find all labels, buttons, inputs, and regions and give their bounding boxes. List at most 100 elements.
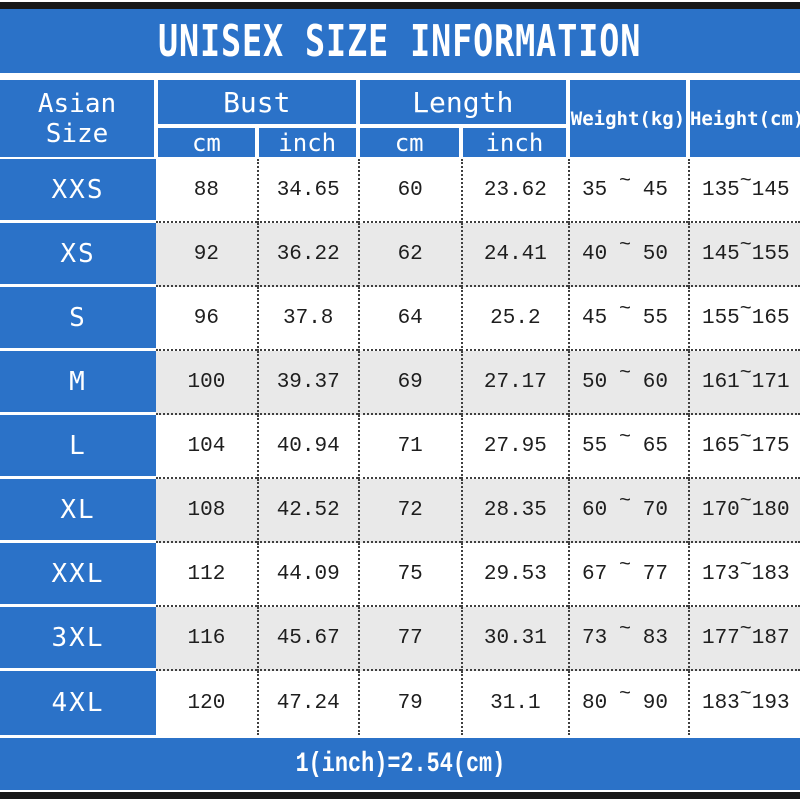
range-max: 83 <box>642 626 668 650</box>
weight-range-cell: 40 ~50 <box>567 223 688 287</box>
range-max: 183 <box>751 562 790 586</box>
tilde-separator: ~ <box>618 361 631 385</box>
height-range-cell: 170 ~180 <box>687 479 800 543</box>
weight-range-cell: 35 ~45 <box>567 159 688 223</box>
height-range-cell: 135 ~145 <box>687 159 800 223</box>
table-row: XL 108 42.52 72 28.35 60 ~70 170 ~180 <box>0 479 800 543</box>
table-row: L 104 40.94 71 27.95 55 ~65 165 ~175 <box>0 415 800 479</box>
weight-range-cell-content: 35 ~45 <box>570 159 688 221</box>
tilde-separator: ~ <box>618 297 631 321</box>
tilde-separator: ~ <box>618 169 631 193</box>
length-inch-cell: 25.2 <box>460 287 568 351</box>
bottom-edge-gap <box>0 790 800 792</box>
size-cell: M <box>0 351 156 415</box>
range-min: 155 <box>701 306 740 330</box>
range-max: 60 <box>642 370 668 394</box>
range-min: 165 <box>701 434 740 458</box>
weight-range-cell-content: 40 ~50 <box>570 223 688 285</box>
footer-divider <box>0 735 800 738</box>
table-row: XXS 88 34.65 60 23.62 35 ~45 135 ~145 <box>0 159 800 223</box>
range-min: 173 <box>701 562 740 586</box>
range-min: 170 <box>701 498 740 522</box>
weight-range-cell-content: 55 ~65 <box>570 415 688 477</box>
bust-inch-cell: 44.09 <box>256 543 358 607</box>
size-cell: XL <box>0 479 156 543</box>
range-min: 73 <box>581 626 608 650</box>
tilde-separator: ~ <box>618 233 631 257</box>
tilde-separator: ~ <box>739 169 752 193</box>
range-min: 35 <box>581 178 608 202</box>
range-min: 55 <box>581 434 608 458</box>
length-cm-cell: 75 <box>357 543 461 607</box>
header-height: Height(cm) <box>687 78 800 159</box>
length-cm-cell: 77 <box>357 607 461 671</box>
height-range-cell: 173 ~183 <box>687 543 800 607</box>
bust-cm-cell: 104 <box>156 415 257 479</box>
height-range-cell-content: 165 ~175 <box>690 415 800 477</box>
tilde-separator: ~ <box>618 682 631 706</box>
height-range-cell-content: 155 ~165 <box>690 287 800 349</box>
range-min: 135 <box>701 178 740 202</box>
height-range-cell-content: 183 ~193 <box>690 671 800 735</box>
range-max: 175 <box>751 434 790 458</box>
range-min: 40 <box>581 242 608 266</box>
length-cm-cell: 64 <box>357 287 461 351</box>
header-bust-inch: inch <box>256 126 358 159</box>
height-range-cell: 155 ~165 <box>687 287 800 351</box>
range-max: 45 <box>642 178 668 202</box>
weight-range-cell-content: 45 ~55 <box>570 287 688 349</box>
height-range-cell: 161 ~171 <box>687 351 800 415</box>
tilde-separator: ~ <box>618 553 631 577</box>
length-cm-cell: 72 <box>357 479 461 543</box>
size-cell: XS <box>0 223 156 287</box>
weight-range-cell-content: 80 ~90 <box>570 671 688 735</box>
range-min: 60 <box>581 498 608 522</box>
size-table: Asian Size Bust Length Weight(kg) Height… <box>0 78 800 735</box>
bust-cm-cell: 88 <box>156 159 257 223</box>
range-max: 165 <box>751 306 790 330</box>
bust-cm-cell: 112 <box>156 543 257 607</box>
range-max: 155 <box>751 242 790 266</box>
size-cell: S <box>0 287 156 351</box>
weight-range-cell-content: 73 ~83 <box>570 607 688 669</box>
table-row: 4XL 120 47.24 79 31.1 80 ~90 183 ~193 <box>0 671 800 735</box>
header-length-inch: inch <box>460 126 568 159</box>
weight-range-cell: 45 ~55 <box>567 287 688 351</box>
header-bust: Bust <box>156 78 358 126</box>
range-max: 171 <box>751 370 790 394</box>
tilde-separator: ~ <box>739 553 752 577</box>
header-length-cm: cm <box>357 126 461 159</box>
page-title: UNISEX SIZE INFORMATION <box>158 15 642 67</box>
footer-band: 1(inch)=2.54(cm) <box>0 738 800 790</box>
range-max: 145 <box>751 178 790 202</box>
length-inch-cell: 27.95 <box>460 415 568 479</box>
bust-inch-cell: 37.8 <box>256 287 358 351</box>
title-divider <box>0 73 800 78</box>
length-cm-cell: 79 <box>357 671 461 735</box>
range-max: 180 <box>751 498 790 522</box>
height-range-cell-content: 161 ~171 <box>690 351 800 413</box>
header-asian-size: Asian Size <box>0 78 156 159</box>
tilde-separator: ~ <box>739 682 752 706</box>
tilde-separator: ~ <box>739 425 752 449</box>
size-cell: XXL <box>0 543 156 607</box>
top-border-bar <box>0 2 800 9</box>
bust-inch-cell: 39.37 <box>256 351 358 415</box>
height-range-cell-content: 170 ~180 <box>690 479 800 541</box>
range-max: 187 <box>751 626 790 650</box>
range-max: 193 <box>751 691 790 715</box>
bust-cm-cell: 116 <box>156 607 257 671</box>
bust-cm-cell: 100 <box>156 351 257 415</box>
bottom-border-bar <box>0 792 800 799</box>
height-range-cell: 145 ~155 <box>687 223 800 287</box>
tilde-separator: ~ <box>618 425 631 449</box>
length-inch-cell: 28.35 <box>460 479 568 543</box>
tilde-separator: ~ <box>739 489 752 513</box>
height-range-cell-content: 145 ~155 <box>690 223 800 285</box>
range-min: 145 <box>701 242 740 266</box>
length-cm-cell: 60 <box>357 159 461 223</box>
weight-range-cell: 50 ~60 <box>567 351 688 415</box>
table-row: XS 92 36.22 62 24.41 40 ~50 145 ~155 <box>0 223 800 287</box>
range-min: 177 <box>701 626 740 650</box>
length-cm-cell: 69 <box>357 351 461 415</box>
